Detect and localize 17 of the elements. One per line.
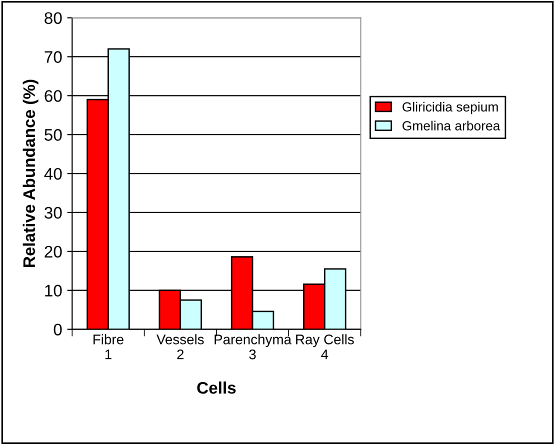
y-tick-label: 30 xyxy=(44,206,62,219)
y-tick-label: 0 xyxy=(54,324,62,336)
y-tick-label: 80 xyxy=(44,12,62,24)
y-tick-label: 20 xyxy=(44,246,62,258)
y-tick-label: 60 xyxy=(44,90,62,102)
x-tick-label: Ray Cells 4 xyxy=(296,334,354,360)
legend-label: Gmelina arborea xyxy=(402,120,500,130)
x-tick-label: Fibre 1 xyxy=(94,334,124,360)
x-tick-label: Parenchyma 3 xyxy=(214,334,292,360)
y-tick-label: 50 xyxy=(44,129,62,141)
x-axis-title: Cells xyxy=(197,382,236,394)
y-tick-label: 40 xyxy=(44,168,62,180)
y-axis-title: Relative Abundance (%) xyxy=(22,80,38,268)
y-tick-label: 70 xyxy=(44,51,62,63)
y-tick-label: 10 xyxy=(45,284,62,297)
x-tick-label: Vessels 2 xyxy=(156,334,204,360)
legend-label: Gliricidia sepium xyxy=(402,102,498,114)
